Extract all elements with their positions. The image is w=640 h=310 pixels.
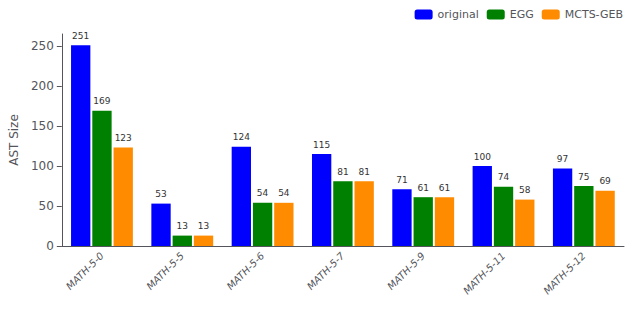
svg-text:13: 13 — [177, 221, 188, 231]
svg-text:123: 123 — [115, 133, 132, 143]
svg-text:54: 54 — [257, 188, 269, 198]
svg-text:81: 81 — [358, 167, 369, 177]
svg-text:AST Size: AST Size — [7, 114, 21, 166]
svg-text:54: 54 — [278, 188, 290, 198]
svg-text:251: 251 — [72, 31, 89, 41]
svg-text:75: 75 — [578, 172, 589, 182]
svg-text:MATH-5-7: MATH-5-7 — [305, 250, 347, 292]
svg-text:MATH-5-12: MATH-5-12 — [541, 250, 587, 296]
svg-text:200: 200 — [31, 79, 54, 93]
svg-text:MATH-5-11: MATH-5-11 — [461, 250, 507, 296]
svg-text:169: 169 — [93, 96, 110, 106]
svg-text:0: 0 — [46, 239, 54, 253]
svg-text:MATH-5-6: MATH-5-6 — [225, 250, 267, 292]
svg-text:EGG: EGG — [510, 8, 534, 21]
svg-text:original: original — [438, 8, 479, 21]
svg-text:74: 74 — [498, 172, 510, 182]
svg-text:MATH-5-5: MATH-5-5 — [144, 250, 186, 292]
svg-text:61: 61 — [417, 183, 428, 193]
svg-text:58: 58 — [519, 185, 531, 195]
svg-text:100: 100 — [31, 159, 54, 173]
svg-text:61: 61 — [439, 183, 450, 193]
svg-text:97: 97 — [557, 154, 568, 164]
svg-text:100: 100 — [474, 152, 491, 162]
svg-text:81: 81 — [337, 167, 348, 177]
svg-text:71: 71 — [396, 175, 407, 185]
svg-text:MCTS-GEB: MCTS-GEB — [565, 8, 623, 21]
svg-text:50: 50 — [39, 199, 54, 213]
svg-text:115: 115 — [313, 140, 330, 150]
svg-text:MATH-5-0: MATH-5-0 — [64, 250, 106, 292]
svg-text:53: 53 — [155, 189, 166, 199]
svg-text:MATH-5-9: MATH-5-9 — [385, 250, 427, 292]
svg-text:13: 13 — [198, 221, 209, 231]
svg-text:150: 150 — [31, 119, 54, 133]
svg-text:250: 250 — [31, 39, 54, 53]
svg-text:69: 69 — [599, 176, 611, 186]
svg-text:124: 124 — [233, 132, 250, 142]
